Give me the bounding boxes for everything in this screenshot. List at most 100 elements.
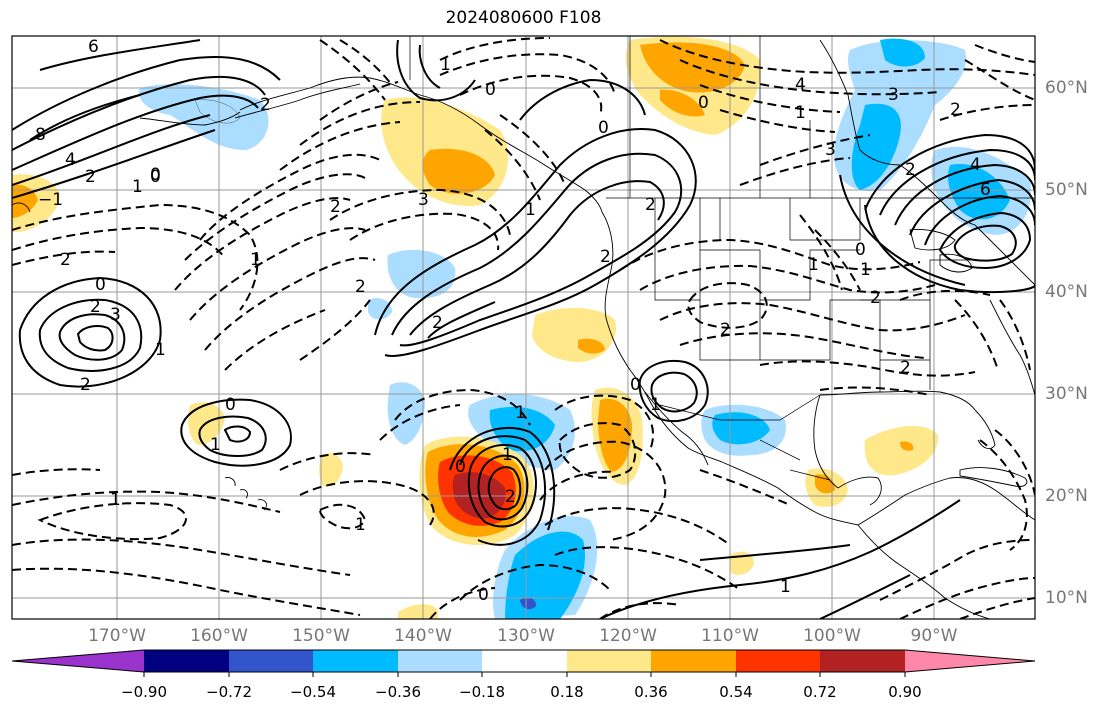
shade-cyan-south [505,531,586,619]
shade-orange-yucatan [815,474,835,494]
coast-labrador [899,164,976,226]
border-states-2 [700,249,860,301]
coast-us-west [605,317,723,463]
border-us-mexico [659,394,821,421]
colorbar-tick-label: −0.54 [290,683,336,701]
contour-label: 0 [485,80,496,100]
lat-label: 20°N [1045,486,1088,506]
contours-solid [12,39,1035,619]
contour-label: 3 [825,140,836,160]
contour-label: 1 [210,435,221,455]
shade-orange-gulf-alaska [422,148,495,194]
border-states-6 [860,259,980,301]
colorbar-tick-label: 0.36 [634,683,668,701]
contour-label: 6 [980,180,991,200]
shade-blue-hawaii-n [387,382,425,445]
border-canada-provinces [629,36,811,198]
contour-label: 0 [150,165,161,185]
colorbar-extend-low [12,650,144,672]
contour-label: 2 [870,288,881,308]
contour-label: 2 [600,247,611,267]
shade-cyan-hudson [880,38,925,67]
coast-hudson [819,39,901,166]
border-states-3 [699,300,761,361]
colorbar-bin [313,650,398,672]
lat-label: 50°N [1045,180,1088,200]
coast-east [974,224,1035,286]
coast-gulf [857,477,1035,526]
colorbar-bin [567,650,651,672]
contour-label: −1 [38,190,63,210]
shade-orange-baja [598,398,632,472]
contour-labels: 6 8 4 2 1 0 −1 2 3 2 0 2 3 1 1 0 1 2 2 0… [35,37,991,605]
coastlines [12,39,1035,619]
lat-label: 10°N [1045,588,1088,608]
contour-label: 2 [60,250,71,270]
contour-label: 2 [432,313,443,333]
shade-orange-canada-b [660,89,705,117]
border-mexico-states [759,439,831,481]
coast-alaska-south [234,83,361,119]
lon-label: 130°W [497,626,555,646]
shade-blue-aleutian-core [194,99,241,124]
contours-dashed [12,37,1035,619]
contour-label: 6 [88,37,99,57]
coast-cuba [959,467,1028,487]
colorbar-tick-label: 0.18 [550,683,584,701]
contour-label: 1 [808,255,819,275]
contour-label: 1 [780,577,791,597]
coast-aleutians [139,111,241,126]
contour-label: 2 [505,487,516,507]
colorbar-tick-label: −0.90 [121,683,167,701]
colorbar-bin [651,650,736,672]
coast-yucatan [837,476,882,506]
shade-cyan-hudson-b [851,103,901,190]
contour-label: 8 [35,125,46,145]
contour-label: 2 [355,277,366,297]
coast-east-us [989,299,1035,396]
lon-label: 120°W [599,626,657,646]
contour-label: 1 [860,260,871,280]
colorbar-tick-label: −0.18 [459,683,505,701]
colorbar-bin [144,650,229,672]
political-borders [409,36,1035,481]
coast-florida [974,409,996,450]
lon-label: 150°W [292,626,350,646]
contour-label: 2 [90,297,101,317]
contour-label: 2 [720,320,731,340]
contour-label: 0 [225,395,236,415]
contour-label: 2 [330,197,341,217]
colorbar-bin [820,650,905,672]
contour-label: 1 [525,200,536,220]
contour-label: 1 [795,103,806,123]
lat-label: 60°N [1045,78,1088,98]
shade-yellow-small [319,453,343,487]
border-states-1 [654,198,701,301]
contour-label: 2 [950,100,961,120]
colorbar [11,649,1036,677]
colorbar-tick-label: 0.54 [719,683,753,701]
shade-orange-canada [640,42,745,93]
contour-label: 2 [80,375,91,395]
contour-label: 1 [515,403,526,423]
plot-title: 2024080600 F108 [445,8,602,28]
contour-label: 2 [260,95,271,115]
colorbar-tick-label: −0.36 [375,683,421,701]
contour-label: 2 [905,160,916,180]
colorbar-bin [229,650,313,672]
coast-texas [813,394,839,489]
coast-bc [601,211,614,319]
map-frame [11,35,1036,620]
contour-label: 0 [150,167,161,187]
coast-baja [644,391,709,466]
contour-label: 0 [455,457,466,477]
contour-label: 0 [598,118,609,138]
contour-label: 0 [95,275,106,295]
shade-yellow-bottom [398,604,438,619]
colorbar-bin [482,650,567,672]
contour-label: 0 [478,585,489,605]
contour-label: 1 [440,55,451,75]
shade-yellow-gulf [864,425,939,476]
coast-great-lakes [909,229,956,251]
contour-label: 2 [85,167,96,187]
